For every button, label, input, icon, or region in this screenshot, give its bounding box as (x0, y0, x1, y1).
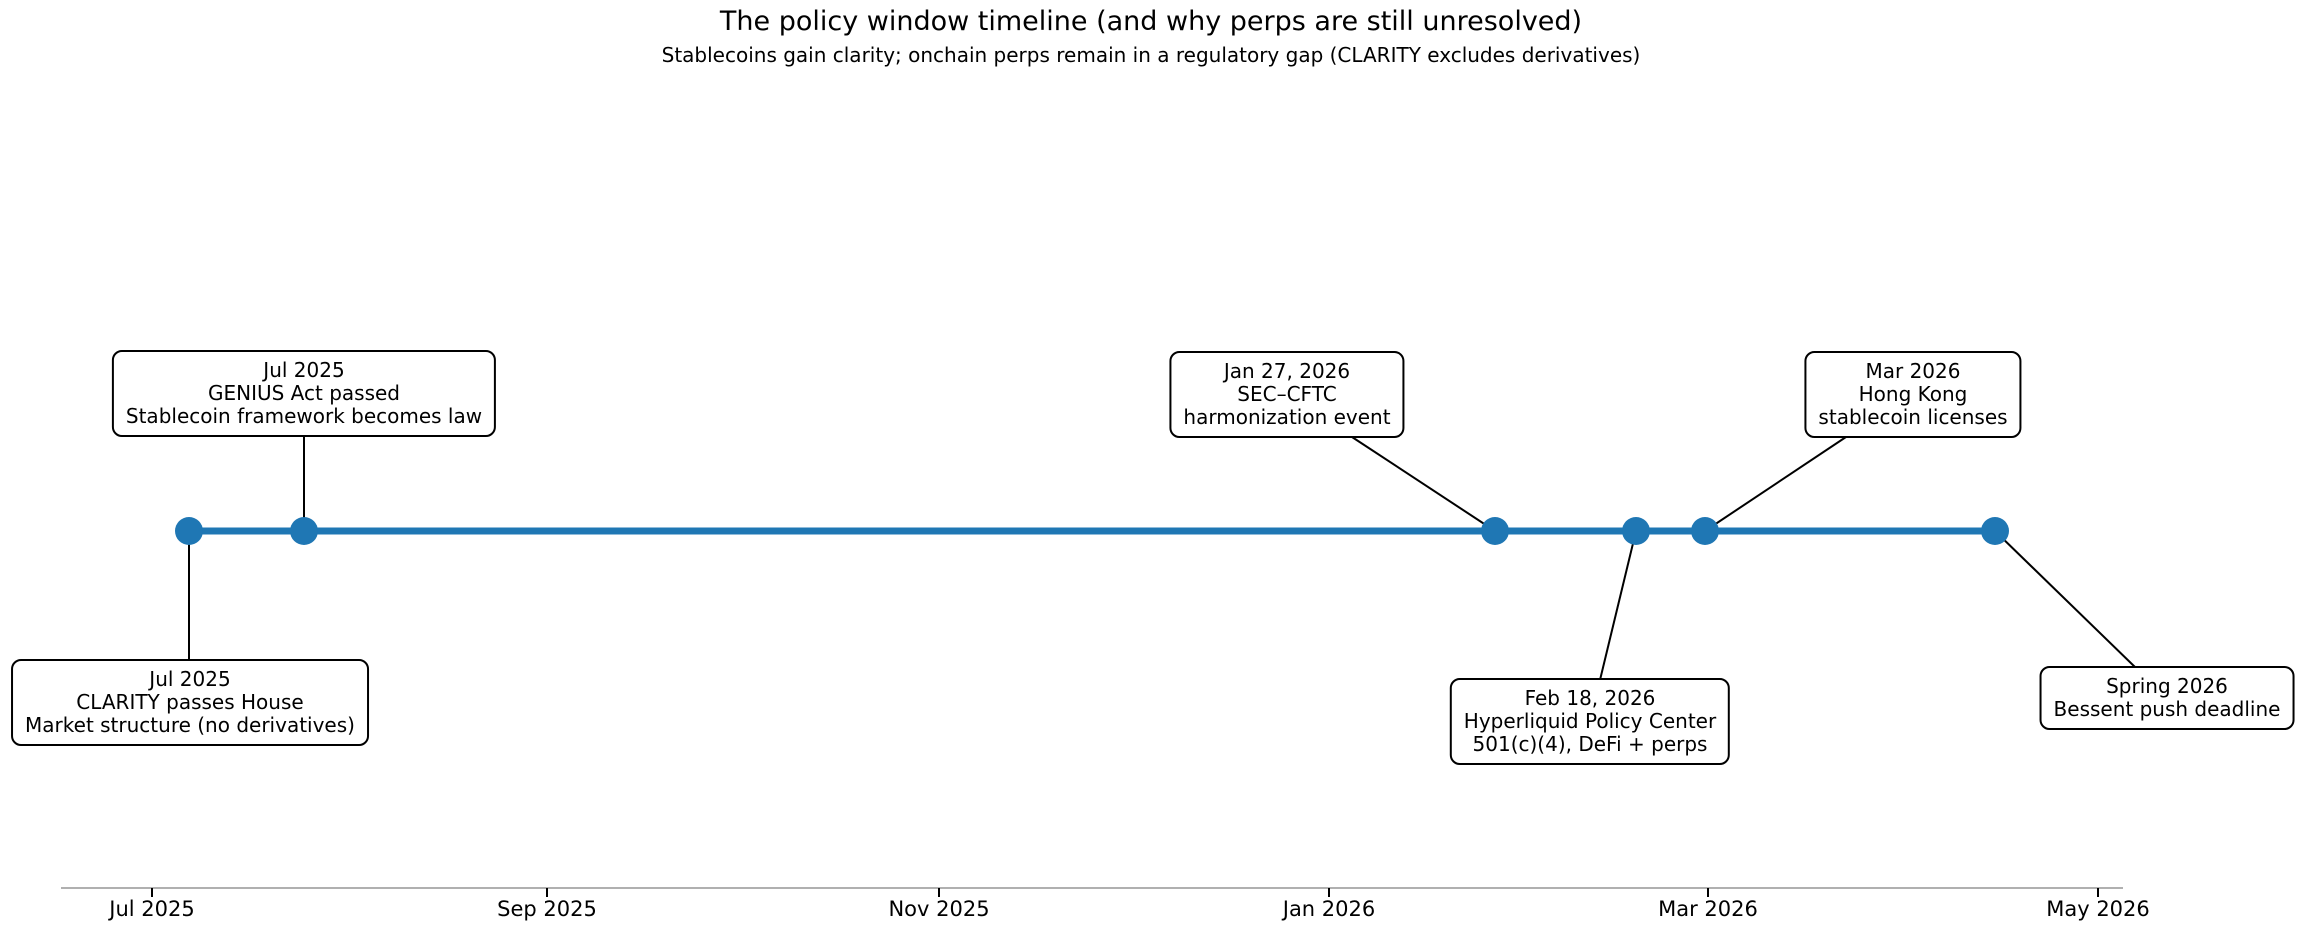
event-text: Hyperliquid Policy Center (1463, 709, 1717, 733)
x-axis-tick-label: May 2026 (2046, 897, 2150, 921)
event-date: Jul 2025 (263, 358, 345, 382)
x-axis-tick-label: Mar 2026 (1658, 897, 1758, 921)
event-annotation: Mar 2026 Hong Kong stablecoin licenses (1804, 351, 2022, 438)
event-text: stablecoin licenses (1818, 405, 2008, 429)
event-text: Bessent push deadline (2053, 697, 2281, 721)
chart-title: The policy window timeline (and why perp… (719, 6, 1583, 37)
event-marker (175, 517, 203, 545)
event-date: Jan 27, 2026 (1223, 359, 1351, 383)
chart-subtitle: Stablecoins gain clarity; onchain perps … (661, 43, 1641, 67)
annotation-leader-line (1994, 530, 2137, 669)
event-annotation: Jan 27, 2026 SEC–CFTC harmonization event (1169, 351, 1405, 438)
event-date: Spring 2026 (2106, 674, 2228, 698)
event-annotation: Spring 2026 Bessent push deadline (2039, 666, 2295, 730)
x-axis-tick-label: Sep 2025 (497, 897, 597, 921)
event-text: Hong Kong (1858, 382, 1968, 406)
event-date: Feb 18, 2026 (1524, 686, 1656, 710)
event-annotation: Jul 2025 GENIUS Act passed Stablecoin fram… (111, 350, 497, 437)
event-marker (1481, 517, 1509, 545)
event-marker (290, 517, 318, 545)
event-marker (1622, 517, 1650, 545)
annotation-leader-line (1704, 432, 1853, 532)
event-text: SEC–CFTC (1237, 382, 1337, 406)
annotation-leader-line (1599, 530, 1637, 681)
event-text: 501(c)(4), DeFi + perps (1472, 732, 1708, 756)
event-text: CLARITY passes House (76, 690, 304, 714)
x-axis-tick-label: Nov 2025 (888, 897, 990, 921)
event-date: Jul 2025 (149, 667, 231, 691)
x-axis-tick-label: Jul 2025 (109, 897, 195, 921)
event-text: harmonization event (1183, 405, 1391, 429)
event-date: Mar 2026 (1865, 359, 1961, 383)
event-marker (1981, 517, 2009, 545)
event-text: Stablecoin framework becomes law (125, 404, 483, 428)
event-text: GENIUS Act passed (207, 381, 401, 405)
event-text: Market structure (no derivatives) (25, 713, 355, 737)
x-axis-tick-label: Jan 2026 (1282, 897, 1376, 921)
event-annotation: Feb 18, 2026 Hyperliquid Policy Center 501… (1449, 678, 1731, 765)
event-annotation: Jul 2025 CLARITY passes House Market struc… (11, 659, 369, 746)
event-marker (1691, 517, 1719, 545)
annotation-leader-line (1351, 436, 1496, 532)
